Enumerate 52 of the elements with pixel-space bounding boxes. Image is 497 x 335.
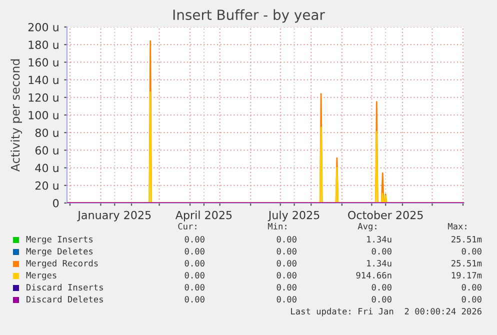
y-tick-label: 100 u <box>28 110 58 120</box>
text: 19.17m <box>452 272 482 279</box>
text: 0.00 <box>462 248 482 255</box>
y-tick-label: 20 u <box>35 181 58 190</box>
text: 0.00 <box>184 296 204 303</box>
text: 0.00 <box>184 272 204 279</box>
y-tick-label: 200 u <box>28 22 58 32</box>
text: Cur: <box>178 223 196 230</box>
text: 0.00 <box>462 296 482 303</box>
legend-label: Merge Deletes <box>26 248 93 256</box>
y-tick-label: 0 <box>53 198 59 208</box>
legend-label: Merges <box>26 272 56 280</box>
text: Max: <box>448 223 466 230</box>
chart-title: Insert Buffer - by year <box>173 9 325 23</box>
legend-label: Discard Deletes <box>26 296 103 303</box>
y-tick-label: 140 u <box>28 76 58 84</box>
text: 0.00 <box>184 248 204 255</box>
text: 0.00 <box>276 284 296 291</box>
y-tick-label: 160 u <box>28 58 58 67</box>
text: Last update: Fri Jan 2 00:00:24 2026 <box>291 308 482 316</box>
text: 0.00 <box>184 284 204 291</box>
legend-label: Merged Records <box>26 260 98 268</box>
text: 0.00 <box>276 272 296 279</box>
text: 1.34u <box>367 236 392 243</box>
text: 0.00 <box>372 296 392 303</box>
text: 0.00 <box>462 284 482 291</box>
y-axis-title: Activity per second <box>10 59 22 172</box>
text: 0.00 <box>184 236 204 243</box>
x-tick-label: January 2025 <box>77 210 151 222</box>
x-tick-label: October 2025 <box>348 210 423 220</box>
y-tick-label: 120 u <box>28 93 58 102</box>
text: 0.00 <box>184 260 204 267</box>
text: 25.51m <box>452 260 482 267</box>
text: 0.00 <box>372 248 392 255</box>
y-tick-label: 180 u <box>28 40 58 49</box>
x-tick-label: April 2025 <box>175 210 232 222</box>
text: 1.34u <box>367 260 392 267</box>
text: 0.00 <box>372 284 392 291</box>
legend-label: Merge Inserts <box>26 236 93 244</box>
y-tick-label: 60 u <box>35 146 58 155</box>
text: 0.00 <box>276 296 296 303</box>
text: 25.51m <box>452 236 482 243</box>
y-tick-label: 40 u <box>35 164 58 172</box>
y-tick-label: 80 u <box>35 128 58 137</box>
text: 0.00 <box>276 260 296 267</box>
text: Min: <box>268 222 286 230</box>
text: 914.66n <box>356 272 392 279</box>
x-tick-label: July 2025 <box>268 210 320 222</box>
text: 0.00 <box>276 236 296 243</box>
legend-label: Discard Inserts <box>26 284 103 291</box>
text: Avg: <box>358 223 376 232</box>
text: 0.00 <box>276 248 296 255</box>
